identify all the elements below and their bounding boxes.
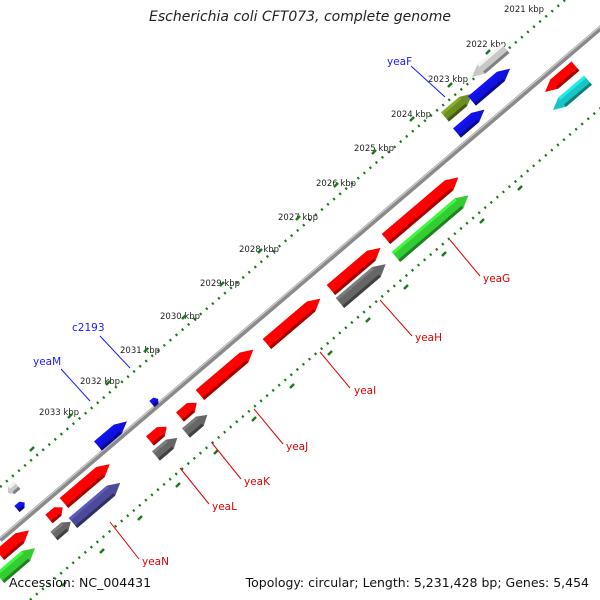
gene-label-yeaJ[interactable]: yeaJ (286, 441, 308, 453)
gene-arrow[interactable] (381, 172, 463, 244)
gene-arrow[interactable] (45, 503, 66, 524)
scale-tick (99, 548, 105, 554)
scale-tick (143, 347, 149, 353)
gene-arrow[interactable] (468, 43, 510, 82)
gene-arrow[interactable] (541, 61, 580, 97)
gene-arrow[interactable] (68, 478, 125, 528)
gene-arrow[interactable] (468, 64, 514, 106)
scale-tick (517, 185, 523, 191)
gene-leader-line (99, 335, 131, 369)
scale-tick (485, 49, 491, 55)
gene-label-yeaF[interactable]: yeaF (387, 56, 412, 68)
scale-tick (289, 383, 295, 389)
scale-tick (447, 82, 453, 88)
gene-label-yeaM[interactable]: yeaM (33, 356, 61, 368)
kbp-tick-label: 2033 kbp (39, 408, 79, 418)
scale-tick (295, 215, 301, 221)
gene-arrow[interactable] (391, 190, 473, 262)
gene-arrow[interactable] (195, 345, 258, 400)
kbp-tick-label: 2021 kbp (504, 5, 544, 15)
inner-dotted-scale (29, 106, 600, 600)
gene-arrow[interactable] (326, 243, 385, 295)
kbp-tick-label: 2024 kbp (391, 110, 431, 120)
scale-tick (327, 350, 333, 356)
gene-arrow[interactable] (14, 499, 27, 513)
genome-backbone (0, 25, 600, 542)
gene-arrow[interactable] (94, 417, 131, 451)
gene-label-yeaG[interactable]: yeaG (483, 273, 510, 285)
scale-tick (29, 446, 35, 452)
gene-label-yeaK[interactable]: yeaK (244, 476, 271, 488)
gene-label-yeaN[interactable]: yeaN (142, 556, 169, 568)
scale-tick (403, 284, 409, 290)
topology-label: Topology: circular; Length: 5,231,428 bp… (245, 575, 589, 590)
gene-arrow[interactable] (335, 259, 390, 308)
scale-tick (61, 581, 67, 587)
gene-arrow[interactable] (262, 294, 325, 349)
gene-arrow[interactable] (441, 89, 476, 122)
scale-tick (333, 182, 339, 188)
gene-arrow[interactable] (176, 398, 201, 422)
gene-arrow[interactable] (59, 459, 114, 508)
kbp-tick-label: 2028 kbp (239, 245, 279, 255)
scale-tick (175, 482, 181, 488)
gene-arrow[interactable] (0, 543, 39, 583)
scale-tick (219, 281, 225, 287)
gene-arrow[interactable] (182, 410, 211, 438)
scale-tick (365, 317, 371, 323)
gene-arrow[interactable] (549, 75, 592, 115)
kbp-tick-label: 2032 kbp (80, 377, 120, 387)
gene-leader-line (60, 368, 91, 402)
gene-arrow[interactable] (50, 518, 74, 541)
scale-tick (257, 248, 263, 254)
kbp-tick-label: 2029 kbp (200, 279, 240, 289)
scale-tick (409, 116, 415, 122)
scale-tick (371, 149, 377, 155)
gene-leader-line (211, 442, 242, 480)
gene-leader-line (449, 239, 481, 277)
gene-leader-line (410, 65, 446, 98)
gene-arrow[interactable] (5, 481, 21, 496)
genome-backbone-highlight (0, 25, 600, 539)
kbp-tick-label: 2030 kbp (160, 312, 200, 322)
gene-leader-line (379, 299, 413, 337)
accession-label: Accession: NC_004431 (9, 575, 152, 590)
gene-leader-line (253, 408, 284, 445)
gene-arrow[interactable] (0, 525, 33, 560)
gene-leader-line (109, 521, 140, 560)
gene-arrow[interactable] (149, 396, 160, 408)
kbp-tick-label: 2023 kbp (428, 75, 468, 85)
gene-leader-line (179, 467, 210, 505)
scale-tick (137, 515, 143, 521)
kbp-tick-label: 2025 kbp (354, 144, 394, 154)
scale-tick (251, 416, 257, 422)
gene-label-yeaH[interactable]: yeaH (415, 332, 442, 344)
gene-label-c2193[interactable]: c2193 (72, 322, 105, 334)
scale-tick (181, 314, 187, 320)
scale-tick (441, 251, 447, 257)
kbp-tick-label: 2022 kbp (466, 40, 506, 50)
gene-label-yeaL[interactable]: yeaL (212, 501, 237, 513)
gene-leader-line (319, 351, 351, 389)
page-title: Escherichia coli CFT073, complete genome (149, 9, 451, 25)
gene-arrow[interactable] (146, 422, 171, 446)
scale-tick (479, 218, 485, 224)
scale-tick (105, 380, 111, 386)
scale-tick (67, 413, 73, 419)
scale-tick (213, 449, 219, 455)
kbp-tick-label: 2031 kbp (120, 346, 160, 356)
gene-arrow[interactable] (453, 105, 488, 138)
gene-arrow[interactable] (152, 433, 181, 461)
gene-label-yeaI[interactable]: yeaI (354, 385, 376, 397)
